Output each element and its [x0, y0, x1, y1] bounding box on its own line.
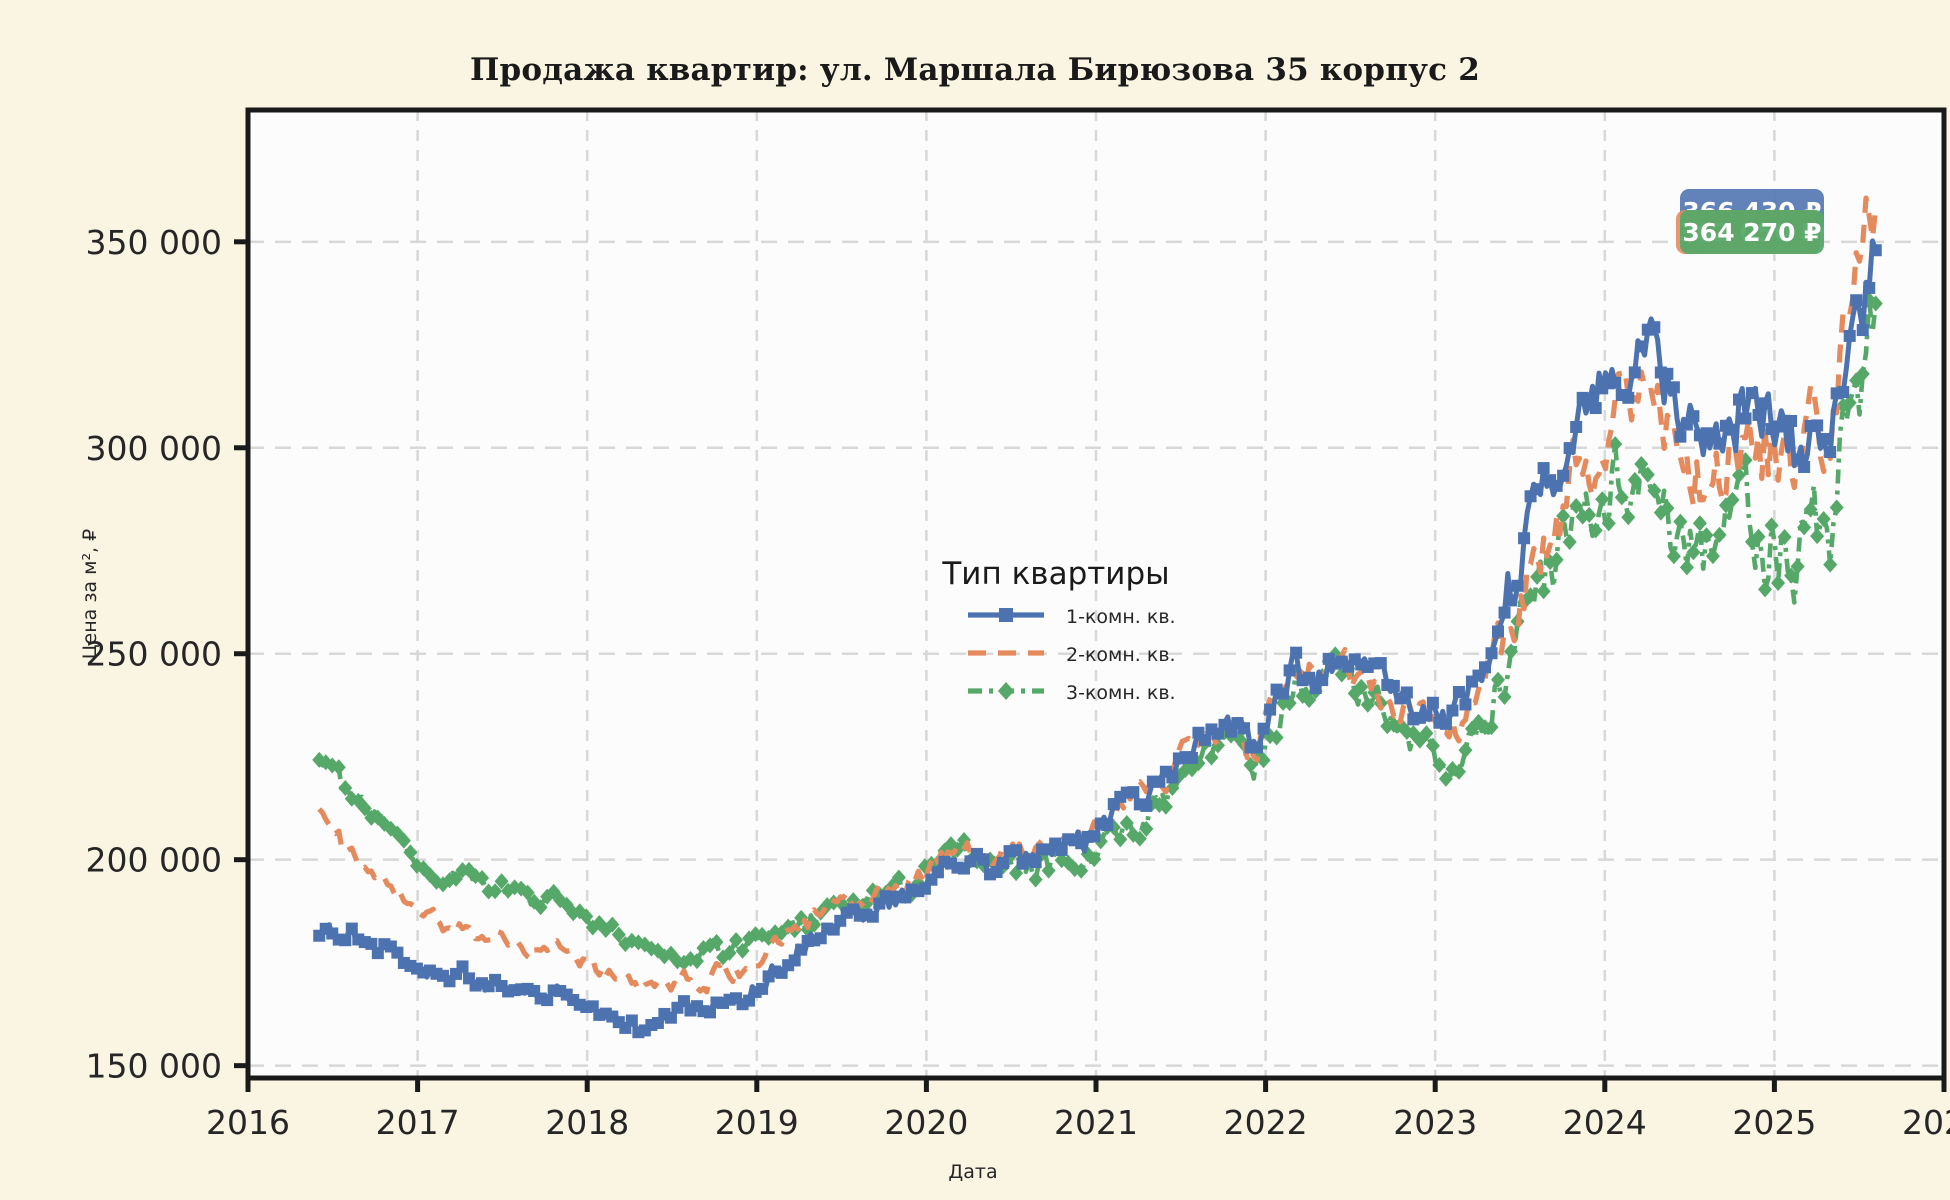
y-tick-label: 300 000: [86, 429, 222, 468]
x-tick-label: 2024: [1563, 1103, 1647, 1142]
x-tick-label: 2018: [545, 1103, 629, 1142]
legend-swatch-marker: [999, 608, 1013, 622]
value-badge-label: 364 270 ₽: [1682, 218, 1821, 247]
legend-swatch-marker: [998, 682, 1014, 700]
x-axis-ticks: [245, 1078, 1947, 1092]
x-tick-label: 2020: [884, 1103, 968, 1142]
x-tick-label: 2016: [206, 1103, 290, 1142]
x-axis-title: Дата: [948, 1161, 997, 1183]
x-tick-label: 2022: [1224, 1103, 1308, 1142]
value-badges: 366 430 ₽362 050 ₽364 270 ₽: [1676, 189, 1824, 254]
legend-item-label: 2-комн. кв.: [1066, 644, 1176, 666]
y-axis-title: Цена за м², ₽: [79, 529, 101, 659]
series-1-room: [313, 238, 1882, 1039]
value-badge: 364 270 ₽: [1680, 210, 1824, 254]
x-tick-label: 2019: [715, 1103, 799, 1142]
x-axis-tick-labels: 2016 2017 2018 2019 2020 2021 2022 2023 2024 2025…: [206, 1103, 1950, 1142]
y-axis-ticks: [234, 239, 248, 1069]
legend: Тип квартиры 1-комн. кв. 2-комн. кв. 3-ком…: [941, 556, 1175, 704]
page-title: Продажа квартир: ул. Маршала Бирюзова 35…: [470, 52, 1480, 88]
y-tick-label: 350 000: [86, 223, 222, 262]
legend-entries: 1-комн. кв. 2-комн. кв. 3-комн. кв.: [968, 606, 1176, 704]
y-tick-label: 200 000: [86, 841, 222, 880]
x-tick-label: 2021: [1054, 1103, 1138, 1142]
x-tick-label: 2025: [1732, 1103, 1816, 1142]
legend-title: Тип квартиры: [941, 556, 1169, 592]
grid-vertical: [416, 110, 1776, 1078]
y-tick-label: 150 000: [86, 1047, 222, 1086]
legend-item-label: 3-комн. кв.: [1066, 682, 1176, 704]
x-tick-label: 2023: [1393, 1103, 1477, 1142]
x-tick-label: 2026: [1902, 1103, 1950, 1142]
x-tick-label: 2017: [376, 1103, 460, 1142]
legend-item-label: 1-комн. кв.: [1066, 606, 1176, 628]
y-axis-tick-labels: 150 000 200 000 250 000 300 000 350 000: [86, 223, 222, 1086]
y-tick-label: 250 000: [86, 635, 222, 674]
